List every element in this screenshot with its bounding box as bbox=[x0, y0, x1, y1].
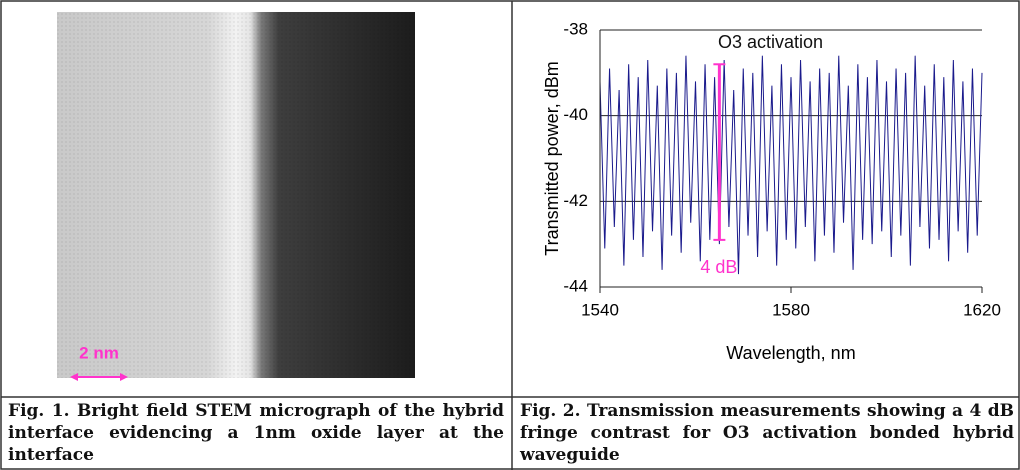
scale-bar bbox=[70, 373, 128, 381]
caption: Fig. 1. Bright field STEM micrograph of … bbox=[8, 401, 504, 465]
x-tick-label: 1580 bbox=[772, 300, 810, 319]
data-line bbox=[599, 55, 983, 275]
scale-label: 2 nm bbox=[79, 343, 119, 362]
y-tick-label: -44 bbox=[563, 276, 588, 295]
y-axis-label: Transmitted power, dBm bbox=[542, 61, 562, 255]
x-tick-label: 1620 bbox=[963, 300, 1001, 319]
x-tick-label: 1540 bbox=[581, 300, 619, 319]
y-tick-label: -38 bbox=[563, 19, 588, 38]
marker-label: 4 dB bbox=[700, 257, 737, 277]
y-tick-label: -42 bbox=[563, 191, 588, 210]
caption: Fig. 2. Transmission measurements showin… bbox=[520, 401, 1014, 465]
x-axis-label: Wavelength, nm bbox=[726, 343, 855, 363]
annotation: O3 activation bbox=[718, 32, 823, 52]
micrograph-texture bbox=[57, 12, 415, 378]
y-tick-label: -40 bbox=[563, 105, 588, 124]
